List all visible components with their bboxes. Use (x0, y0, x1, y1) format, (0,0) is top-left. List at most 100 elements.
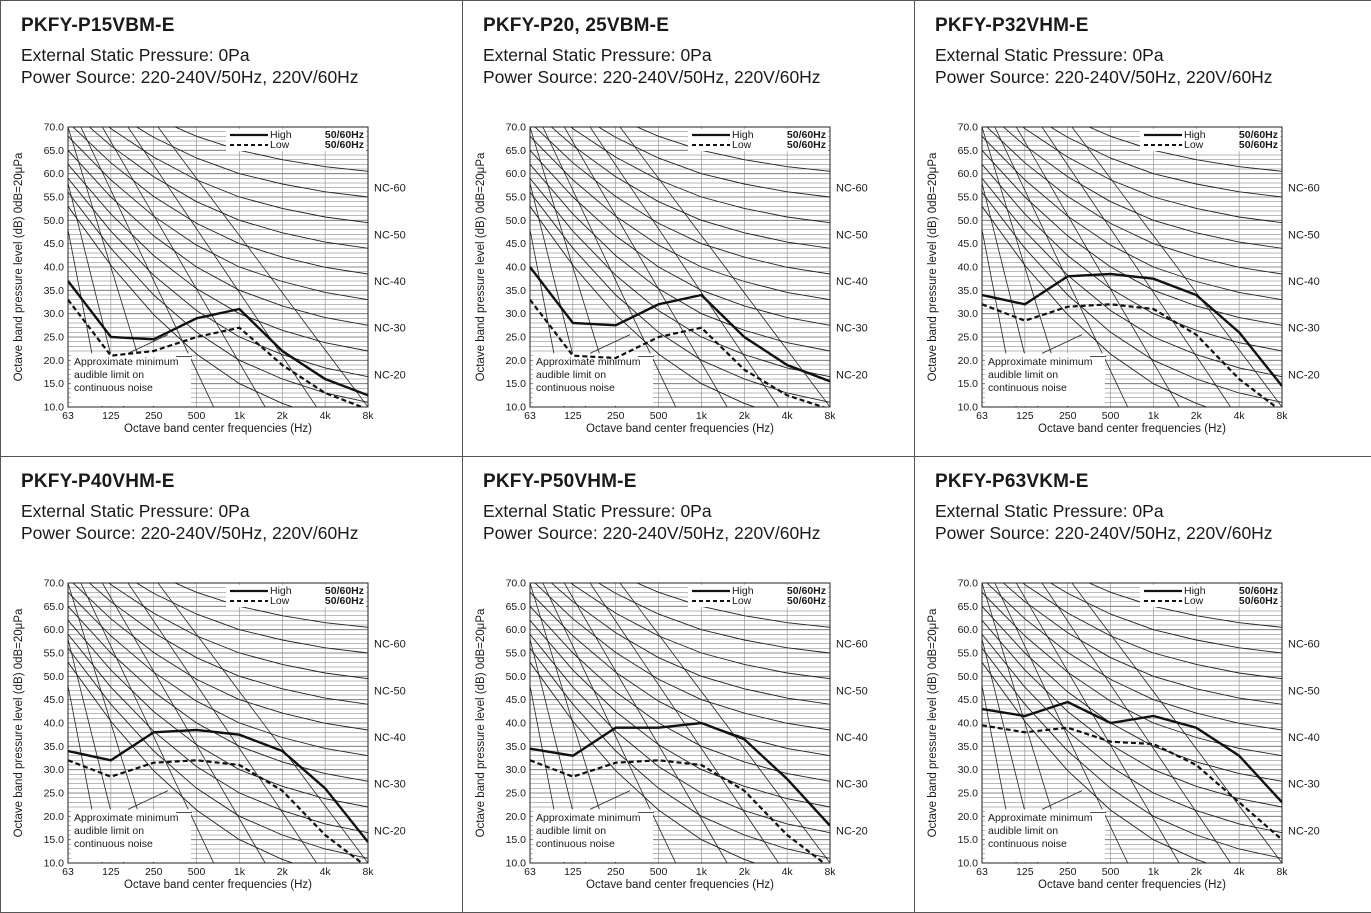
x-axis-label: Octave band center frequencies (Hz) (586, 879, 774, 891)
nc-label: NC-60 (836, 639, 868, 651)
x-tick-label: 8k (824, 410, 836, 422)
nc-curve (597, 127, 830, 198)
static-pressure-label: External Static Pressure: 0Pa (483, 501, 712, 521)
chart-title: PKFY-P63VKM-E (935, 471, 1089, 492)
nc-label: NC-40 (1288, 276, 1320, 288)
y-tick-label: 45.0 (958, 694, 979, 706)
x-tick-label: 500 (650, 410, 668, 422)
x-tick-label: 2k (1191, 866, 1203, 878)
nc-curve (636, 583, 830, 628)
y-tick-label: 40.0 (506, 718, 527, 730)
x-tick-label: 63 (524, 410, 536, 422)
nc-curve (597, 583, 830, 654)
series-low-line (982, 303, 1278, 407)
x-tick-label: 63 (976, 866, 988, 878)
y-tick-label: 70.0 (958, 578, 979, 590)
nc-label: NC-50 (836, 229, 868, 241)
nc-curve (986, 127, 1282, 275)
x-tick-label: 125 (102, 410, 120, 422)
nc-label: NC-50 (374, 229, 406, 241)
x-tick-label: 250 (1059, 866, 1077, 878)
nc-chart: NC-60 NC-50 NC-40 NC-30 NC-20 10.0 15.0 20.0 25.… (13, 578, 406, 892)
y-tick-label: 25.0 (44, 788, 65, 800)
x-tick-label: 125 (564, 410, 582, 422)
x-tick-label: 250 (607, 410, 625, 422)
y-tick-label: 40.0 (958, 718, 979, 730)
x-tick-label: 2k (739, 410, 751, 422)
y-tick-label: 10.0 (506, 858, 527, 870)
x-tick-label: 1k (234, 866, 246, 878)
y-tick-label: 35.0 (958, 741, 979, 753)
nc-curve (68, 135, 368, 301)
nc-chart: NC-60 NC-50 NC-40 NC-30 NC-20 10.0 15.0 20.0 25.… (475, 122, 868, 436)
y-tick-label: 60.0 (506, 624, 527, 636)
series-group (68, 280, 368, 407)
nc-curve (1049, 583, 1282, 654)
nc-curve (68, 662, 295, 863)
x-axis-label: Octave band center frequencies (Hz) (1038, 423, 1226, 435)
chart-title: PKFY-P50VHM-E (483, 471, 637, 492)
nc-curve (68, 634, 368, 834)
y-tick-label: 25.0 (506, 332, 527, 344)
x-tick-label: 1k (696, 866, 708, 878)
nc-label: NC-60 (836, 183, 868, 195)
y-tick-label: 70.0 (506, 578, 527, 590)
nc-curve (550, 127, 830, 249)
nc-chart: NC-60 NC-50 NC-40 NC-30 NC-20 10.0 15.0 20.0 25.… (13, 122, 406, 436)
y-tick-label: 15.0 (506, 378, 527, 390)
y-tick-label: 70.0 (44, 122, 65, 134)
nc-curve (982, 178, 1282, 378)
nc-curve (982, 192, 1282, 403)
chart-title: PKFY-P20, 25VBM-E (483, 15, 670, 36)
y-tick-label: 45.0 (506, 694, 527, 706)
legend-high-label: High (732, 585, 754, 597)
nc-curve (157, 583, 368, 863)
y-tick-label: 55.0 (44, 192, 65, 204)
x-tick-label: 8k (824, 866, 836, 878)
chart-panel: PKFY-P63VKM-E External Static Pressure: 0… (914, 456, 1371, 913)
nc-curve (1071, 127, 1282, 407)
nc-curve (982, 605, 1282, 782)
chart-title: PKFY-P40VHM-E (21, 471, 175, 492)
nc-curve (68, 605, 368, 782)
power-source-label: Power Source: 220-240V/50Hz, 220V/60Hz (935, 67, 1273, 87)
y-tick-label: 45.0 (44, 238, 65, 250)
nc-curve (1015, 583, 1180, 863)
nc-curve (589, 127, 779, 407)
y-tick-label: 40.0 (958, 262, 979, 274)
y-axis-label: Octave band pressure level (dB) 0dB=20μP… (13, 152, 25, 381)
grid-lines (981, 126, 1283, 408)
static-pressure-label: External Static Pressure: 0Pa (935, 501, 1164, 521)
nc-curve (982, 634, 1282, 834)
static-pressure-label: External Static Pressure: 0Pa (21, 501, 250, 521)
annotation-text: Approximate minimum (536, 812, 641, 824)
nc-curve (982, 135, 1282, 301)
series-low-line (982, 724, 1282, 841)
legend-low-label: Low (732, 139, 752, 151)
annotation-text: Approximate minimum (988, 812, 1093, 824)
x-tick-label: 125 (1016, 410, 1034, 422)
y-axis-label: Octave band pressure level (dB) 0dB=20μP… (927, 608, 939, 837)
y-tick-label: 45.0 (506, 238, 527, 250)
series-high-line (530, 721, 830, 827)
nc-curve (174, 127, 368, 172)
series-high-line (530, 266, 830, 383)
nc-label: NC-40 (836, 276, 868, 288)
nc-curve (982, 662, 1209, 863)
nc-curve (619, 127, 830, 407)
nc-curve (982, 206, 1209, 407)
y-tick-label: 25.0 (958, 332, 979, 344)
y-tick-label: 15.0 (506, 834, 527, 846)
nc-curves (982, 583, 1282, 863)
y-tick-label: 15.0 (958, 834, 979, 846)
y-tick-label: 35.0 (506, 741, 527, 753)
nc-curve (1022, 127, 1282, 224)
y-axis-label: Octave band pressure level (dB) 0dB=20μP… (13, 608, 25, 837)
x-tick-label: 2k (1191, 410, 1203, 422)
nc-curve (530, 178, 830, 378)
y-tick-label: 50.0 (44, 671, 65, 683)
